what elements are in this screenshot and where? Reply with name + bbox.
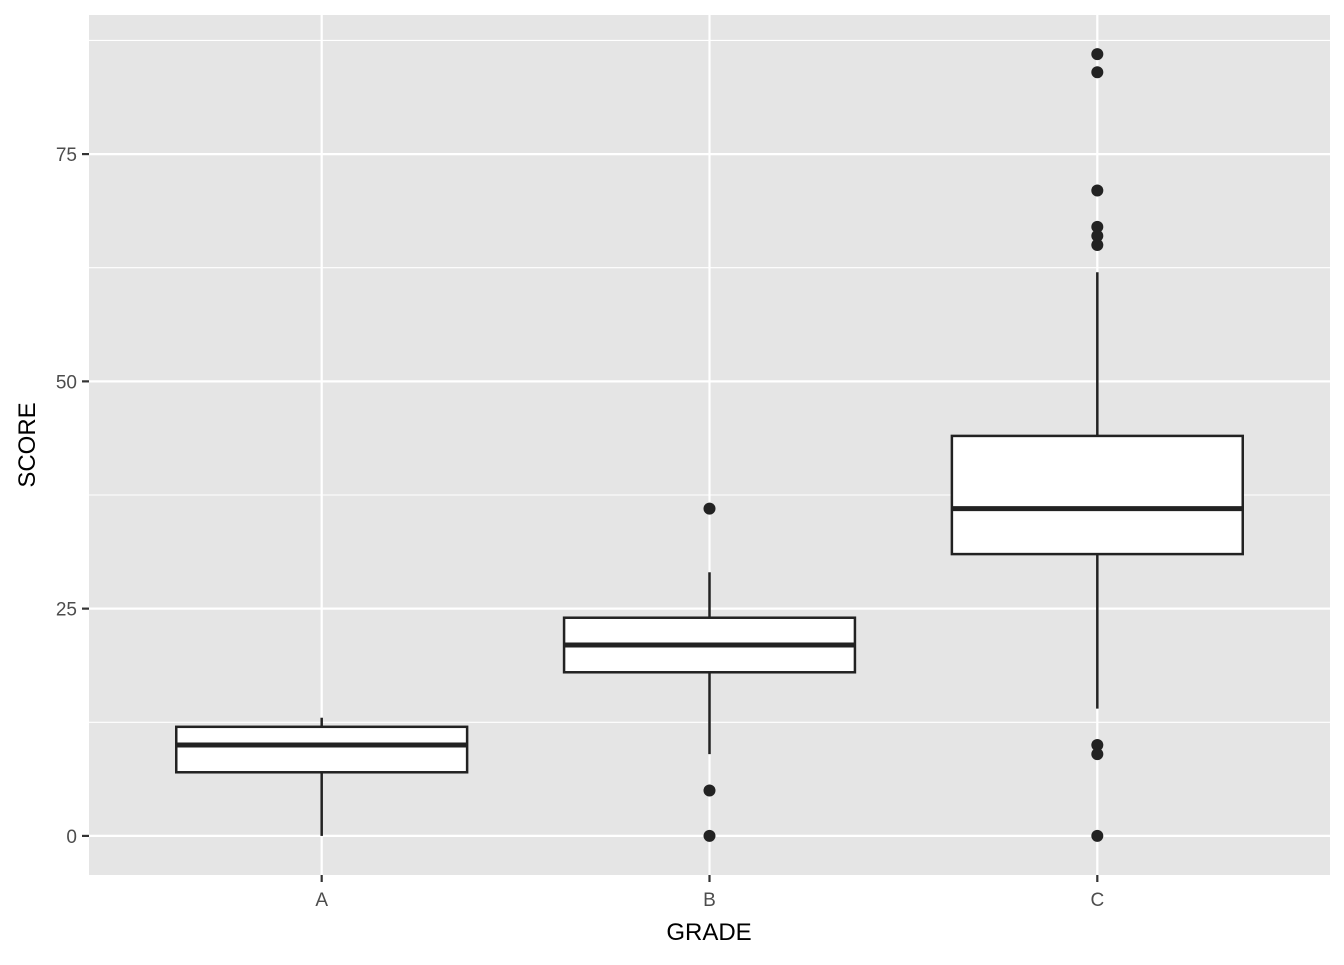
x-tick-label: B <box>703 890 716 911</box>
y-tick-label: 25 <box>56 600 77 621</box>
y-tick-label: 75 <box>56 145 77 166</box>
box-B <box>562 502 857 842</box>
outlier-point <box>1091 66 1104 79</box>
y-tick-label: 50 <box>56 372 77 393</box>
iqr-box <box>175 725 469 774</box>
outlier-point <box>703 784 716 797</box>
x-tick-label: C <box>1090 890 1104 911</box>
outlier-point <box>1091 229 1104 242</box>
outlier-point <box>1091 184 1104 197</box>
y-tick-label: 0 <box>66 827 77 848</box>
outlier-point <box>1091 48 1104 61</box>
outlier-point <box>703 502 716 515</box>
outlier-point <box>1091 220 1104 233</box>
outlier-point <box>1091 239 1104 251</box>
y-axis-label: SCORE <box>14 402 41 487</box>
box-A <box>175 717 469 836</box>
x-axis-label: GRADE <box>666 919 751 946</box>
iqr-box <box>950 434 1244 556</box>
x-tick-label: A <box>315 890 328 911</box>
outlier-point <box>1091 829 1104 842</box>
box-C <box>950 48 1244 842</box>
outlier-point <box>703 829 716 842</box>
outlier-point <box>1091 739 1104 751</box>
axes: 0 25 50 75 A B C <box>56 145 1104 911</box>
outlier-point <box>1091 748 1104 761</box>
boxes <box>175 48 1244 842</box>
